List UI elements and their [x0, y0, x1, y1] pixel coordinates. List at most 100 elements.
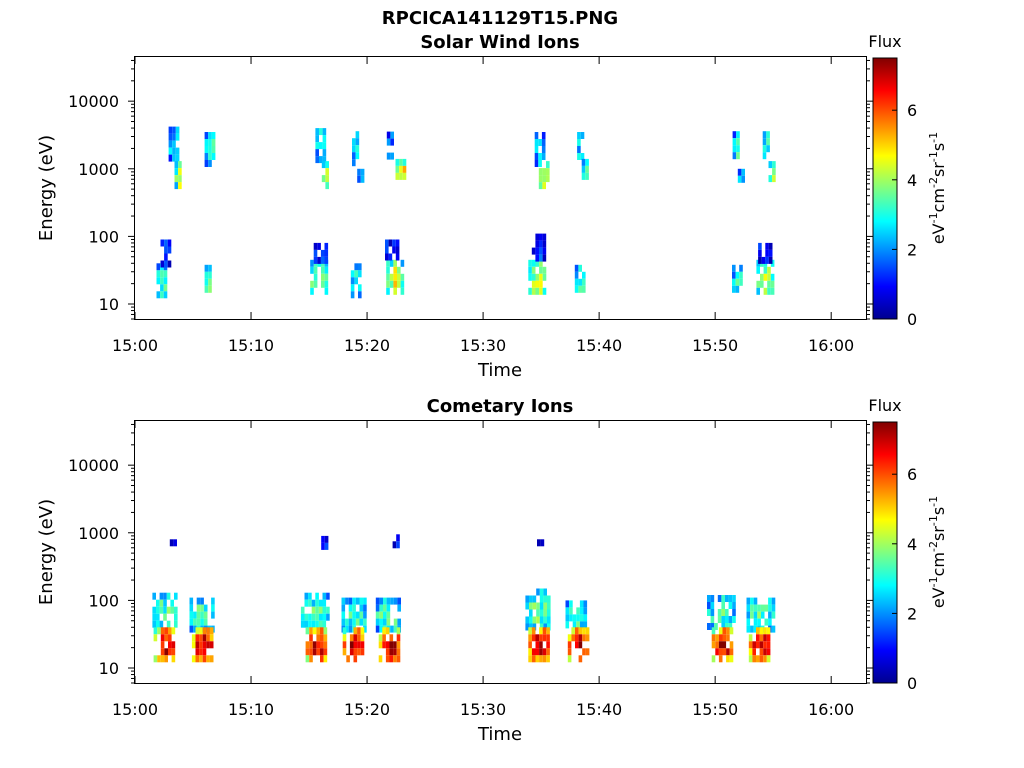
heatmap-cell	[386, 266, 390, 274]
heatmap-cell	[389, 280, 394, 288]
heatmap-cell	[767, 266, 771, 274]
heatmap-cell	[313, 280, 318, 288]
heatmap-cell	[772, 161, 776, 169]
heatmap-cell	[174, 161, 179, 169]
heatmap-cell	[341, 611, 346, 619]
heatmap-cell	[300, 613, 305, 621]
heatmap-cell	[153, 634, 158, 642]
heatmap-cell	[160, 655, 165, 663]
heatmap-cell	[355, 131, 360, 139]
heatmap-cell	[360, 627, 365, 635]
heatmap-cell	[726, 627, 730, 635]
heatmap-cell	[326, 606, 330, 614]
heatmap-cell	[758, 249, 762, 257]
heatmap-cell	[388, 253, 393, 261]
heatmap-cell	[766, 634, 771, 642]
heatmap-cell	[753, 611, 758, 619]
heatmap-cell	[208, 153, 212, 160]
heatmap-cell	[378, 641, 383, 649]
heatmap-cell	[322, 128, 327, 136]
heatmap-cell	[392, 239, 396, 247]
heatmap-cell	[748, 655, 753, 663]
heatmap-cell	[762, 152, 767, 160]
heatmap-cell	[583, 614, 588, 622]
heatmap-cell	[531, 259, 536, 267]
heatmap-cell	[393, 648, 397, 656]
heatmap-cell	[168, 126, 173, 134]
heatmap-cell	[722, 648, 727, 656]
heatmap-cell	[357, 168, 361, 176]
heatmap-cell	[710, 609, 715, 616]
heatmap-cell	[209, 634, 214, 642]
heatmap-cell	[160, 648, 165, 656]
heatmap-cell	[163, 592, 167, 600]
heatmap-cell	[753, 604, 758, 612]
heatmap-cell	[528, 273, 532, 281]
heatmap-cell	[389, 655, 394, 663]
heatmap-cell	[156, 599, 160, 607]
heatmap-cell	[542, 266, 547, 274]
heatmap-cell	[542, 247, 547, 255]
heatmap-cell	[200, 618, 204, 626]
heatmap-cell	[525, 616, 529, 624]
heatmap-cell	[582, 634, 586, 642]
heatmap-cell	[541, 132, 546, 139]
heatmap-cell	[152, 606, 156, 614]
heatmap-cell	[576, 621, 580, 629]
heatmap-cell	[193, 625, 197, 633]
heatmap-cell	[748, 648, 753, 656]
heatmap-cell	[209, 641, 214, 649]
heatmap-cell	[535, 648, 540, 656]
heatmap-cell	[152, 592, 156, 600]
heatmap-cell	[388, 239, 393, 247]
heatmap-cell	[204, 146, 209, 153]
heatmap-cell	[357, 648, 361, 656]
heatmap-cell	[390, 152, 394, 160]
heatmap-cell	[575, 634, 579, 642]
heatmap-cell	[717, 595, 722, 602]
heatmap-cell	[736, 131, 740, 139]
heatmap-cell	[315, 620, 319, 628]
heatmap-cell	[399, 158, 403, 166]
heatmap-cell	[528, 266, 532, 274]
heatmap-cell	[766, 641, 771, 649]
heatmap-cell	[379, 597, 383, 605]
heatmap-cell	[396, 534, 400, 542]
heatmap-cell	[156, 291, 161, 299]
solar-wind-colorbar-ticks: 0 2 4 6	[892, 101, 917, 329]
heatmap-cell	[200, 604, 204, 612]
heatmap-cell	[758, 256, 762, 264]
heatmap-cell	[157, 627, 161, 635]
y-tick-label: 10	[99, 295, 119, 314]
solar-wind-colorbar-unit: eV-1cm-2sr-1s-1	[927, 132, 948, 244]
heatmap-cell	[156, 270, 161, 278]
heatmap-cell	[528, 655, 532, 663]
heatmap-cell	[390, 131, 394, 139]
heatmap-cell	[353, 655, 358, 663]
heatmap-cell	[350, 291, 355, 299]
heatmap-cell	[770, 259, 775, 267]
heatmap-cell	[321, 175, 326, 183]
heatmap-cell	[202, 655, 207, 663]
heatmap-cell	[322, 613, 327, 621]
heatmap-cell	[204, 153, 209, 160]
heatmap-cell	[718, 627, 723, 635]
heatmap-cell	[316, 648, 320, 656]
heatmap-cell	[400, 259, 405, 267]
heatmap-cell	[718, 641, 723, 649]
heatmap-cell	[315, 613, 319, 621]
heatmap-cell	[577, 153, 581, 160]
heatmap-cell	[323, 641, 328, 649]
heatmap-cell	[732, 602, 736, 609]
heatmap-cell	[323, 634, 328, 642]
heatmap-cell	[324, 242, 329, 250]
heatmap-cell	[752, 641, 756, 649]
heatmap-cell	[206, 641, 210, 649]
heatmap-cell	[770, 287, 775, 295]
heatmap-cell	[542, 273, 547, 281]
heatmap-cell	[206, 634, 210, 642]
heatmap-cell	[320, 627, 324, 635]
heatmap-cell	[768, 256, 773, 264]
heatmap-cell	[397, 604, 401, 612]
